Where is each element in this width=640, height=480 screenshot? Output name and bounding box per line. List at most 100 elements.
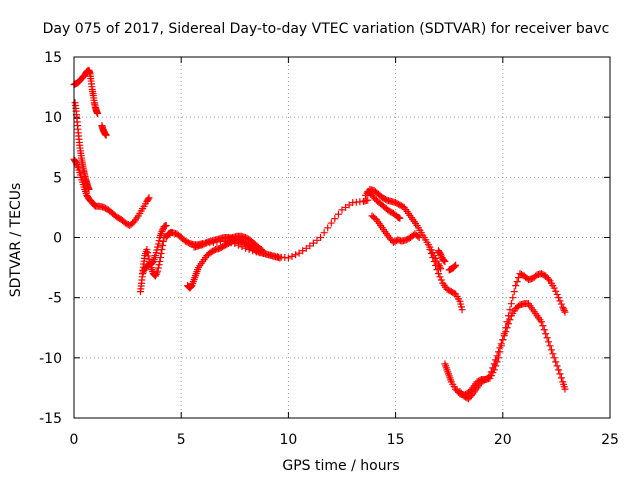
data-point	[433, 266, 441, 274]
data-point	[467, 392, 475, 400]
x-tick-label: 15	[387, 432, 405, 448]
data-point	[440, 257, 448, 265]
data-point	[552, 287, 560, 295]
data-point	[94, 110, 102, 118]
data-point	[560, 305, 568, 313]
series-arc-6	[139, 221, 170, 278]
series-arc-4	[70, 155, 153, 229]
data-point	[295, 249, 303, 257]
data-point	[561, 385, 569, 393]
y-tick-label: -5	[48, 291, 62, 307]
data-point	[495, 354, 503, 362]
y-tick-label: 5	[53, 170, 62, 186]
x-tick-label: 20	[494, 432, 512, 448]
data-point	[288, 252, 296, 260]
axis-ticks: 0 5 10 15 20 25 -15 -10 -5 0 5 10 15	[39, 50, 619, 448]
data-point	[506, 306, 514, 314]
data-point	[550, 354, 558, 362]
y-axis-label: SDTVAR / TECUs	[8, 183, 24, 298]
y-tick-label: -10	[39, 351, 62, 367]
data-point	[317, 234, 325, 241]
plot-frame	[73, 56, 611, 419]
data-point	[154, 264, 162, 272]
series-arc-8	[184, 236, 284, 292]
data-point	[543, 334, 551, 342]
data-point	[561, 308, 569, 316]
data-point	[334, 210, 342, 218]
data-point	[429, 254, 437, 262]
data-point	[74, 162, 82, 170]
data-point	[144, 195, 152, 203]
data-point	[512, 282, 520, 290]
data-point	[426, 246, 434, 254]
data-point	[509, 294, 517, 302]
data-point	[430, 258, 438, 266]
grid	[74, 57, 610, 418]
data-point	[545, 275, 553, 283]
data-point	[299, 247, 307, 255]
data-point	[302, 244, 310, 252]
y-tick-label: 10	[44, 110, 62, 126]
data-point	[144, 249, 152, 257]
x-tick-label: 0	[70, 432, 79, 448]
data-point	[452, 261, 460, 269]
data-point	[331, 215, 339, 223]
data-point	[542, 330, 550, 338]
data-points	[70, 66, 569, 403]
data-point	[396, 214, 404, 222]
data-point	[154, 267, 162, 275]
data-point	[155, 237, 163, 245]
data-point	[492, 362, 500, 370]
data-point	[306, 242, 314, 250]
series-arc-17	[441, 300, 569, 399]
series-arc-2	[98, 122, 110, 139]
data-point	[545, 338, 553, 346]
data-point	[157, 250, 165, 258]
data-point	[324, 224, 332, 232]
data-point	[257, 246, 265, 254]
data-point	[500, 330, 508, 338]
series-arc-18	[456, 270, 569, 403]
data-point	[143, 246, 151, 254]
x-tick-label: 25	[601, 432, 619, 448]
data-point	[547, 346, 555, 354]
data-point	[502, 324, 510, 332]
data-point	[556, 297, 564, 305]
chart-title: Day 075 of 2017, Sidereal Day-to-day VTE…	[43, 21, 610, 37]
series-arc-3	[71, 99, 93, 193]
data-point	[102, 131, 110, 139]
data-point	[490, 366, 498, 374]
data-point	[432, 262, 440, 270]
data-point	[555, 294, 563, 302]
data-point	[458, 306, 466, 314]
series-arc-10	[224, 232, 267, 255]
data-point	[560, 307, 568, 315]
x-tick-label: 5	[177, 432, 186, 448]
data-point	[320, 229, 328, 237]
data-point	[162, 221, 170, 229]
data-point	[414, 232, 422, 240]
data-point	[496, 348, 504, 356]
data-point	[159, 242, 167, 250]
data-point	[313, 236, 321, 244]
data-point	[437, 252, 445, 260]
data-point	[557, 300, 565, 308]
data-point	[503, 318, 511, 326]
data-point	[415, 234, 423, 241]
data-point	[148, 259, 156, 267]
data-point	[437, 250, 445, 258]
data-point	[338, 206, 346, 214]
data-point	[437, 265, 445, 273]
data-point	[559, 303, 567, 311]
y-tick-label: 0	[53, 231, 62, 247]
data-point	[553, 362, 561, 370]
data-point	[327, 219, 335, 227]
data-point	[552, 358, 560, 366]
data-point	[427, 250, 435, 258]
series-arc-15	[445, 261, 460, 274]
data-point	[292, 251, 300, 259]
data-point	[139, 270, 147, 278]
data-point	[450, 263, 458, 271]
x-axis-label: GPS time / hours	[282, 458, 399, 474]
